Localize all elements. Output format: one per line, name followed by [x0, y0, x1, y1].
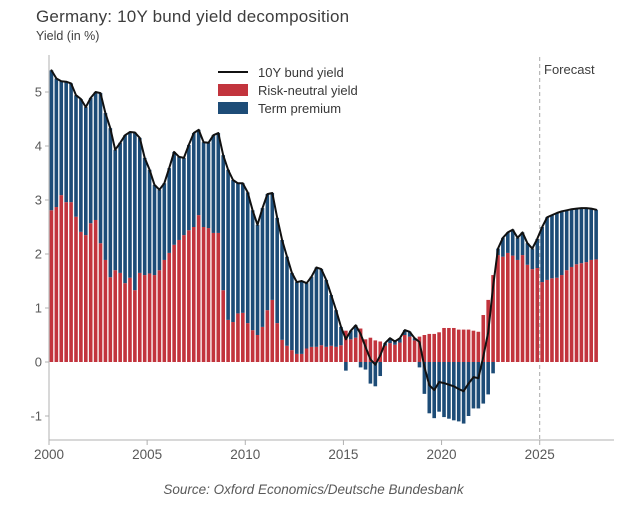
forecast-annotation: Forecast — [544, 62, 595, 77]
svg-text:1: 1 — [35, 301, 42, 316]
page-title: Germany: 10Y bund yield decomposition — [36, 7, 350, 26]
svg-text:2025: 2025 — [525, 447, 555, 462]
svg-text:2: 2 — [35, 247, 42, 262]
legend-label: Term premium — [258, 100, 342, 116]
svg-text:3: 3 — [35, 193, 42, 208]
svg-text:2010: 2010 — [230, 447, 260, 462]
source-attribution: Source: Oxford Economics/Deutsche Bundes… — [163, 482, 464, 497]
red-bar-swatch-icon — [218, 84, 248, 96]
legend-item-risk-neutral: Risk-neutral yield — [218, 81, 358, 99]
svg-text:4: 4 — [35, 139, 42, 154]
svg-text:-1: -1 — [30, 409, 42, 424]
svg-text:5: 5 — [35, 85, 42, 100]
svg-text:2005: 2005 — [132, 447, 162, 462]
chart-legend: 10Y bund yield Risk-neutral yield Term p… — [218, 63, 358, 117]
blue-bar-swatch-icon — [218, 102, 248, 114]
line-swatch-icon — [218, 71, 248, 73]
legend-item-bund-yield: 10Y bund yield — [218, 63, 358, 81]
legend-label: Risk-neutral yield — [258, 82, 358, 98]
svg-text:2020: 2020 — [427, 447, 457, 462]
y-axis-title: Yield (in %) — [36, 29, 100, 43]
legend-item-term-premium: Term premium — [218, 99, 358, 117]
svg-text:2015: 2015 — [328, 447, 358, 462]
svg-text:0: 0 — [35, 355, 42, 370]
legend-label: 10Y bund yield — [258, 64, 344, 80]
svg-text:2000: 2000 — [34, 447, 64, 462]
